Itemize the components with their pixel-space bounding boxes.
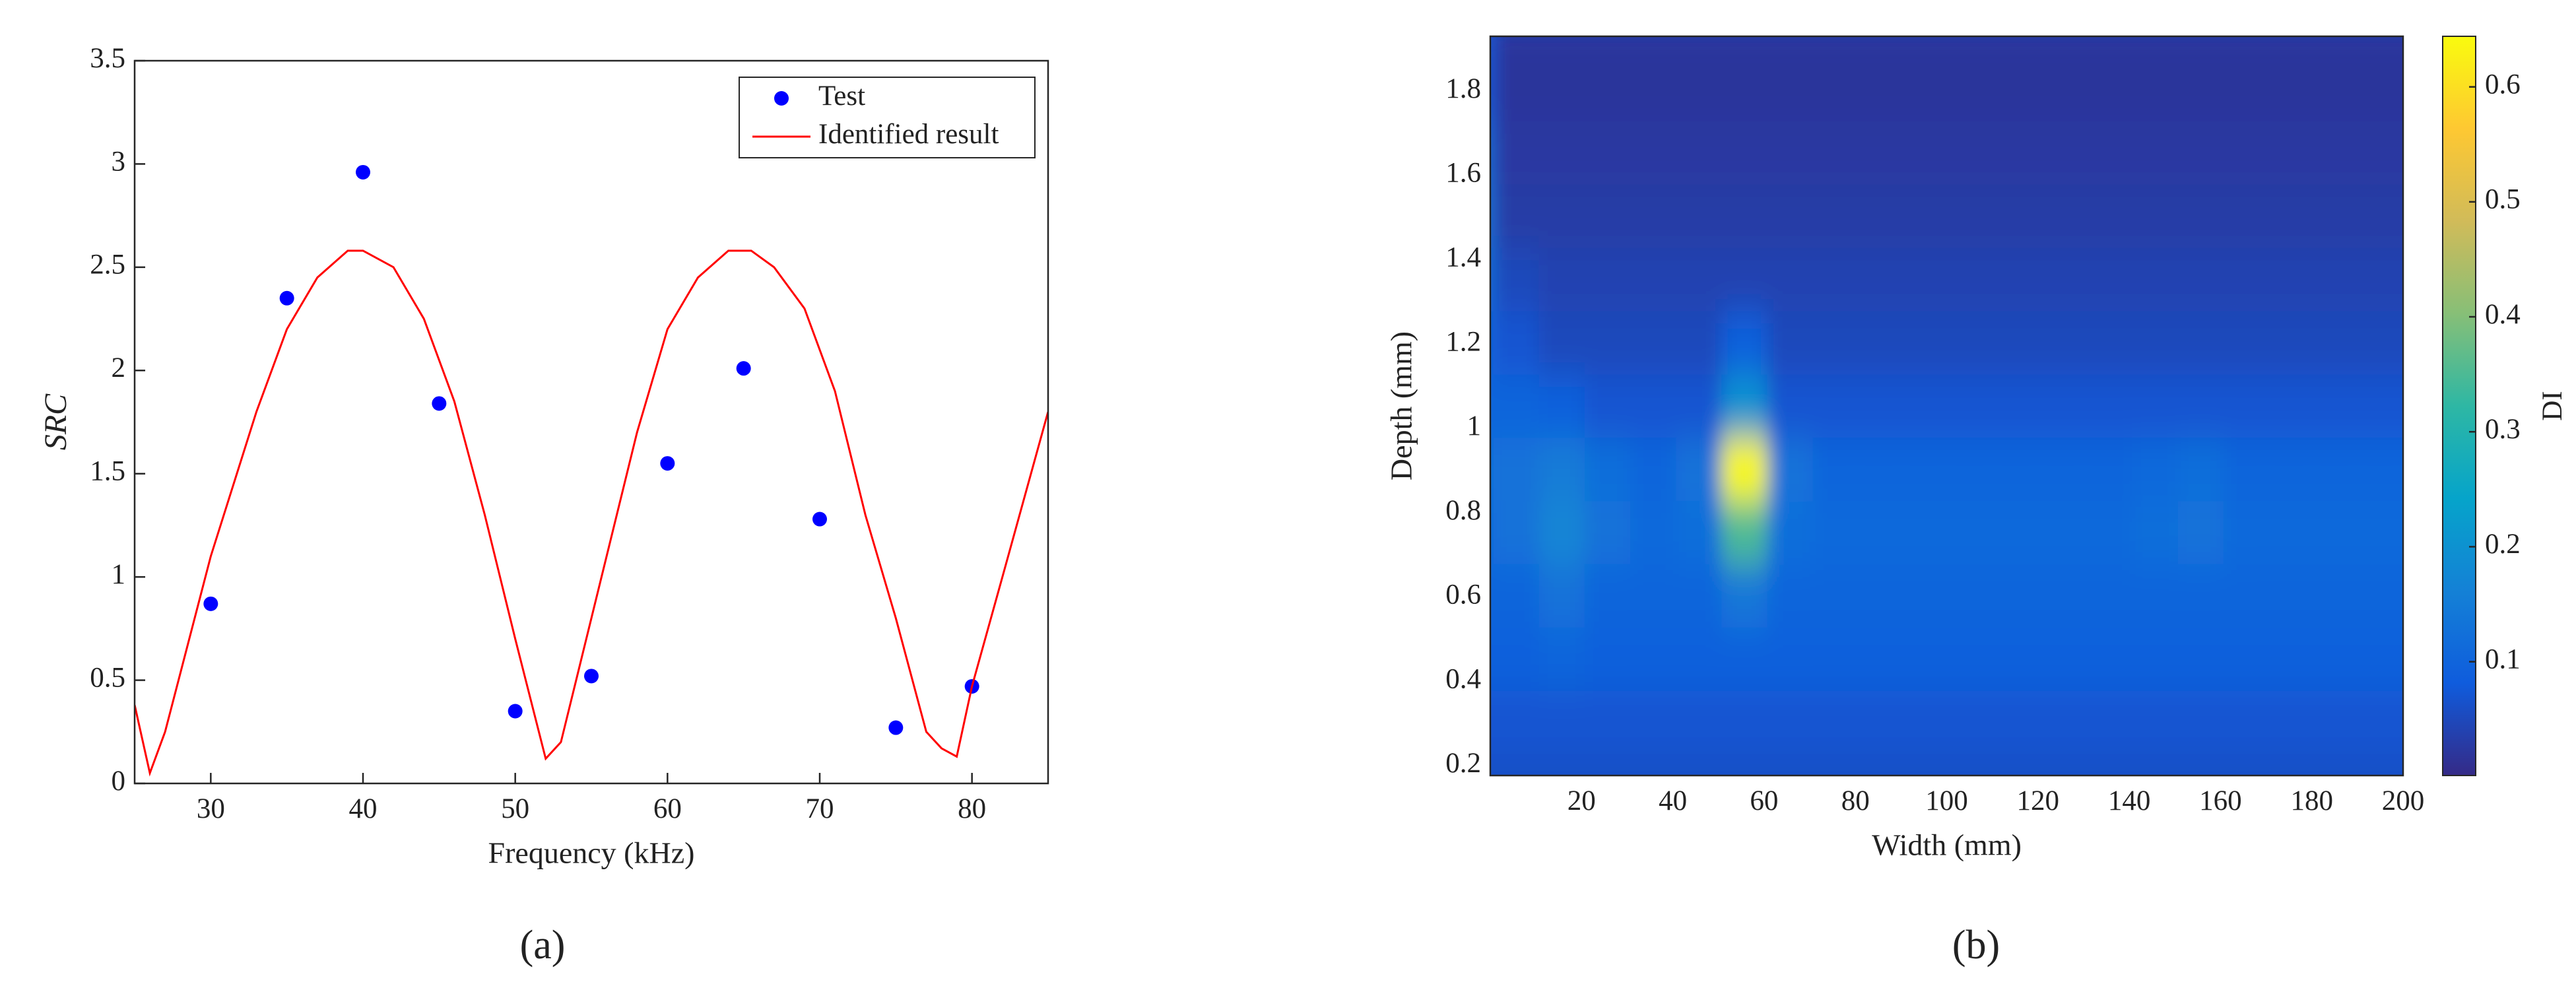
point — [508, 704, 523, 719]
y-tick-label: 0.6 — [1445, 579, 1481, 611]
y-tick-label: 1.2 — [1445, 326, 1481, 357]
x-tick-label: 80 — [1841, 785, 1870, 816]
y-tick-label: 1.5 — [90, 456, 125, 487]
y-tick-label: 1 — [112, 559, 126, 590]
panel-caption: (a) — [520, 923, 566, 968]
legend-swatch — [774, 91, 789, 106]
y-tick-label: 1.4 — [1445, 242, 1481, 273]
colorbar-tick-label: 0.5 — [2485, 184, 2521, 215]
y-tick-label: 0.5 — [90, 662, 125, 693]
legend-box — [739, 77, 1036, 158]
heatmap-area — [1490, 36, 2403, 776]
point — [356, 164, 370, 180]
x-tick-label: 140 — [2108, 785, 2151, 816]
x-tick-label: 200 — [2382, 785, 2425, 816]
colorbar-tick-label: 0.3 — [2485, 414, 2521, 445]
y-tick-label: 0 — [112, 766, 126, 797]
plot-area — [135, 164, 1048, 777]
x-tick-label: 120 — [2017, 785, 2060, 816]
x-tick-label: 30 — [197, 793, 225, 824]
colorbar-tick-label: 0.4 — [2485, 299, 2521, 330]
y-tick-label: 1.6 — [1445, 158, 1481, 189]
legend-label: Test — [818, 81, 865, 112]
y-tick-label: 2 — [112, 352, 126, 383]
y-tick-label: 2.5 — [90, 249, 125, 281]
x-tick-label: 80 — [958, 793, 986, 824]
x-tick-label: 160 — [2199, 785, 2242, 816]
axes-box — [1489, 35, 2404, 777]
point — [279, 290, 294, 306]
y-tick-label: 3.5 — [90, 43, 125, 74]
point — [660, 456, 675, 471]
y-tick-label: 0.8 — [1445, 495, 1481, 526]
y-tick-label: 1.8 — [1445, 73, 1481, 104]
colorbar-tick-label: 0.6 — [2485, 69, 2521, 100]
colorbar — [2442, 36, 2476, 776]
point — [812, 512, 827, 527]
point — [584, 669, 599, 684]
y-axis-label: Depth (mm) — [1385, 331, 1418, 480]
point — [432, 396, 447, 411]
y-tick-label: 0.2 — [1445, 748, 1481, 779]
x-tick-label: 20 — [1568, 785, 1596, 816]
heatmap — [1490, 36, 2403, 776]
x-tick-label: 60 — [1750, 785, 1778, 816]
x-tick-label: 70 — [806, 793, 834, 824]
point — [888, 720, 904, 735]
legend-label: Identified result — [818, 119, 999, 150]
line — [135, 249, 1048, 777]
y-axis-label: SRC — [38, 393, 73, 450]
y-tick-label: 0.4 — [1445, 663, 1481, 694]
y-tick-label: 3 — [112, 146, 126, 177]
x-tick-label: 40 — [1659, 785, 1687, 816]
colorbar-tick-label: 0.2 — [2485, 529, 2521, 560]
colorbar-tick-label: 0.1 — [2485, 644, 2521, 675]
axes-box — [133, 59, 1049, 785]
heat-cell — [2360, 36, 2403, 122]
x-tick-label: 60 — [653, 793, 682, 824]
x-tick-label: 180 — [2290, 785, 2333, 816]
panel-caption: (b) — [1952, 923, 2000, 968]
x-axis-label: Width (mm) — [1872, 828, 2022, 862]
x-tick-label: 50 — [501, 793, 529, 824]
y-tick-label: 1 — [1467, 411, 1482, 442]
x-tick-label: 100 — [1925, 785, 1968, 816]
point — [203, 596, 218, 611]
x-axis-label: Frequency (kHz) — [488, 836, 695, 870]
point — [736, 361, 751, 376]
x-tick-label: 40 — [349, 793, 378, 824]
colorbar-label: DI — [2537, 391, 2568, 420]
